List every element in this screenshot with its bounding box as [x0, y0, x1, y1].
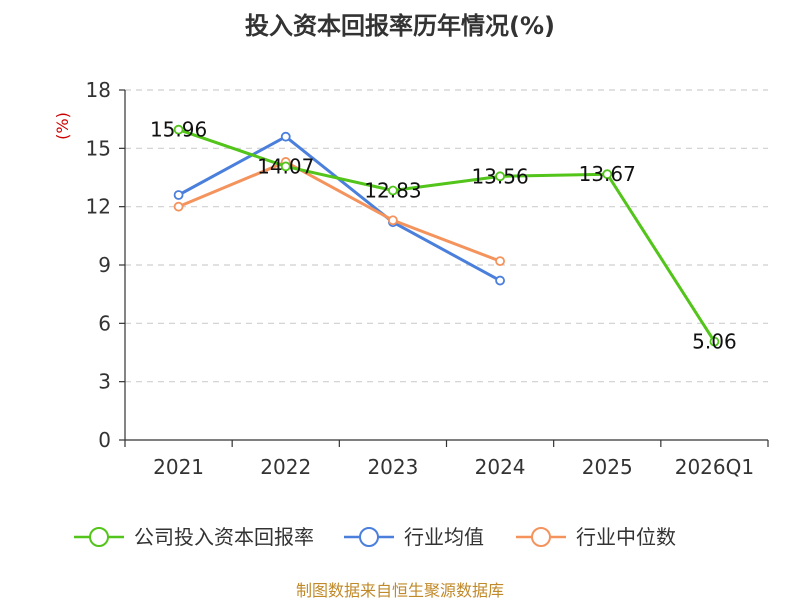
- legend-marker-0: [89, 527, 109, 547]
- legend-item-1[interactable]: 行业均值: [344, 525, 484, 549]
- point-s0-2024: [495, 171, 505, 182]
- point-s0-2021: [173, 124, 184, 135]
- y-axis-label: (%): [53, 112, 72, 140]
- source-note: 制图数据来自恒生聚源数据库: [296, 581, 504, 600]
- data-label-2023: 12.83: [364, 179, 421, 203]
- legend-label-0: 公司投入资本回报率: [134, 525, 314, 549]
- legend-marker-1: [359, 527, 379, 547]
- legend-label-2: 行业中位数: [576, 525, 676, 549]
- point-s1-2021: [173, 190, 184, 200]
- point-s0-2022: [280, 161, 291, 172]
- series-group: [173, 124, 720, 347]
- x-tick-label-2024: 2024: [475, 455, 526, 479]
- gridlines: [125, 89, 768, 383]
- point-s1-2024: [495, 275, 505, 286]
- series-line-0: [178, 128, 716, 343]
- data-label-2025: 13.67: [579, 162, 636, 186]
- point-s0-2026Q1: [709, 336, 720, 347]
- point-s0-2023: [388, 185, 398, 196]
- legend-item-0[interactable]: 公司投入资本回报率: [74, 525, 314, 549]
- data-label-2021: 15.96: [150, 118, 207, 142]
- point-s1-2022: [280, 131, 291, 142]
- y-tick-label-6: 6: [98, 311, 111, 335]
- data-label-2024: 13.56: [471, 164, 528, 188]
- point-s2-2023: [388, 215, 398, 226]
- y-tick-label-18: 18: [86, 78, 111, 102]
- y-tick-label-3: 3: [98, 370, 111, 394]
- y-tick-label-0: 0: [98, 428, 111, 452]
- legend-label-1: 行业均值: [404, 525, 484, 549]
- axes: 0 3 6 9 12 15 18 2021 2022 2023 2024 2025 2026Q1: [86, 78, 769, 479]
- x-tick-label-2026Q1: 2026Q1: [675, 455, 754, 479]
- y-tick-label-12: 12: [86, 195, 111, 219]
- legend-item-2[interactable]: 行业中位数: [516, 525, 676, 549]
- chart-title: 投入资本回报率历年情况(%): [245, 12, 555, 40]
- point-s2-2024: [495, 256, 505, 267]
- x-tick-label-2025: 2025: [582, 455, 633, 479]
- point-s2-2021: [173, 201, 184, 212]
- data-label-2026Q1: 5.06: [692, 330, 737, 354]
- y-tick-label-9: 9: [98, 253, 111, 277]
- series-line-2: [178, 160, 501, 263]
- x-tick-label-2023: 2023: [367, 455, 418, 479]
- point-s0-2025: [602, 169, 613, 180]
- legend-marker-2: [531, 527, 551, 547]
- x-tick-label-2022: 2022: [260, 455, 311, 479]
- series-line-1: [177, 135, 501, 282]
- legend[interactable]: 公司投入资本回报率 行业均值 行业中位数: [74, 525, 676, 549]
- data-label-2022: 14.07: [257, 154, 314, 178]
- data-labels: 15.96 14.07 12.83 13.56 13.67 5.06: [150, 118, 737, 354]
- x-tick-label-2021: 2021: [153, 455, 204, 479]
- y-tick-label-15: 15: [86, 136, 111, 160]
